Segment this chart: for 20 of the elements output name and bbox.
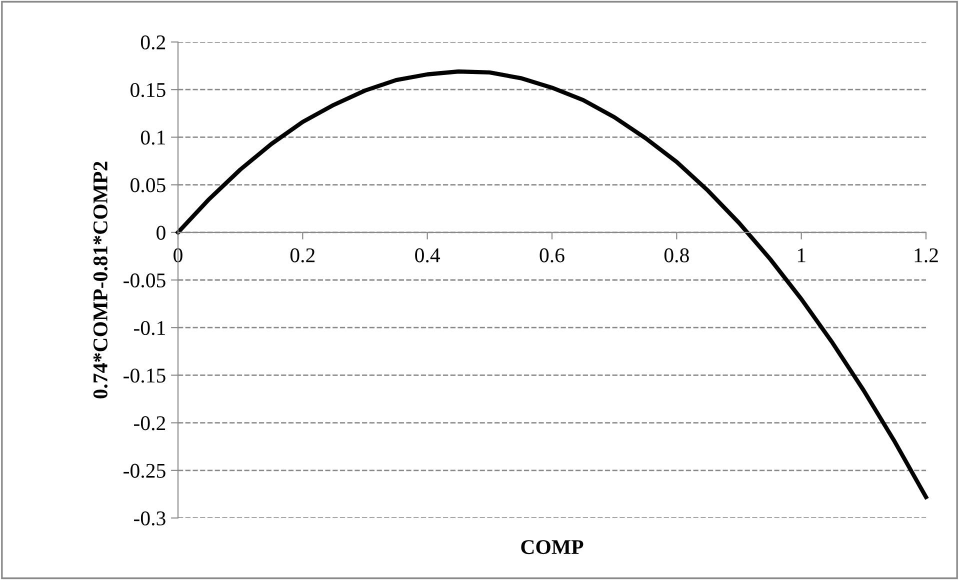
x-axis-title: COMP bbox=[521, 540, 584, 554]
x-tick-label: 0.6 bbox=[540, 248, 564, 262]
y-tick-label: 0 bbox=[156, 226, 166, 240]
x-tick-label: 0 bbox=[174, 248, 182, 262]
y-tick-label: -0.3 bbox=[134, 511, 166, 526]
y-tick-label: -0.15 bbox=[124, 368, 166, 383]
x-tick-label: 0.8 bbox=[664, 248, 689, 262]
y-tick-label: -0.1 bbox=[134, 320, 165, 336]
y-tick-label: -0.2 bbox=[134, 416, 166, 430]
x-tick-label: 1.2 bbox=[914, 248, 938, 262]
y-tick-label: 0.05 bbox=[130, 178, 166, 192]
y-tick-label: -0.25 bbox=[124, 464, 166, 478]
x-tick-label: 1 bbox=[798, 248, 806, 262]
x-tick-label: 0.2 bbox=[290, 248, 315, 262]
y-axis-title: 0.74*COMP-0.81*COMP2 bbox=[93, 162, 108, 398]
y-tick-label: 0.2 bbox=[140, 35, 166, 50]
y-tick-label: 0.1 bbox=[140, 130, 165, 145]
x-tick-label: 0.4 bbox=[415, 248, 440, 262]
y-tick-label: -0.05 bbox=[124, 273, 166, 288]
y-tick-label: 0.15 bbox=[130, 82, 166, 98]
